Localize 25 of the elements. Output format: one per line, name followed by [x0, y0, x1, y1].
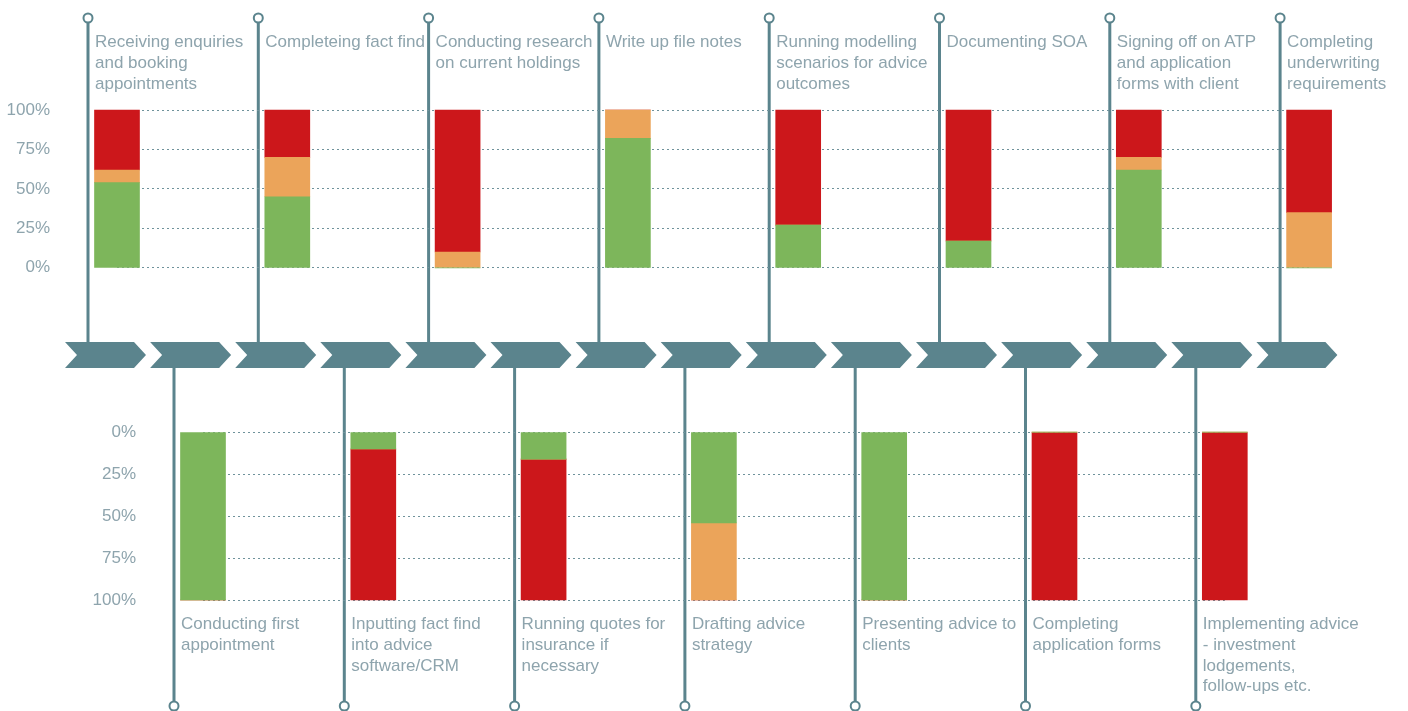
x-tick-label: Signing off on ATP and application forms with client	[1116, 32, 1257, 93]
y-tick-label: 25%	[15, 218, 50, 238]
x-tick-label: Completeing fact find	[265, 32, 425, 52]
x-tick-label: Implementing advice - investment lodgements, follow-ups etc.	[1202, 614, 1359, 696]
x-tick-label: Inputting fact find into advice software/CRM	[351, 614, 481, 675]
y-tick-label: 100%	[92, 589, 136, 609]
y-tick-label: 75%	[101, 547, 136, 567]
x-tick-label: Conducting research on current holdings	[435, 32, 593, 72]
y-tick-label: 100%	[6, 99, 50, 119]
x-tick-label: Documenting SOA	[946, 32, 1088, 52]
y-tick-label: 50%	[15, 178, 50, 198]
x-tick-label: Write up file notes	[605, 32, 742, 52]
x-tick-label: Running modelling scenarios for advice outcomes	[776, 32, 928, 93]
x-tick-label: Completing underwriting requirements	[1287, 32, 1387, 93]
x-tick-label: Conducting first appointment	[181, 614, 300, 654]
x-tick-label: Presenting advice to clients	[862, 614, 1017, 654]
y-tick-label: 75%	[15, 139, 50, 159]
x-tick-label: Running quotes for insurance if necessary	[521, 614, 666, 675]
y-tick-label: 0%	[111, 421, 136, 441]
x-tick-label: Receiving enquiries and booking appointments	[95, 32, 244, 93]
y-tick-label: 25%	[101, 463, 136, 483]
x-tick-label: Drafting advice strategy	[691, 614, 806, 654]
y-tick-label: 0%	[25, 257, 50, 277]
y-tick-label: 50%	[101, 505, 136, 525]
x-tick-label: Completing application forms	[1032, 614, 1162, 654]
